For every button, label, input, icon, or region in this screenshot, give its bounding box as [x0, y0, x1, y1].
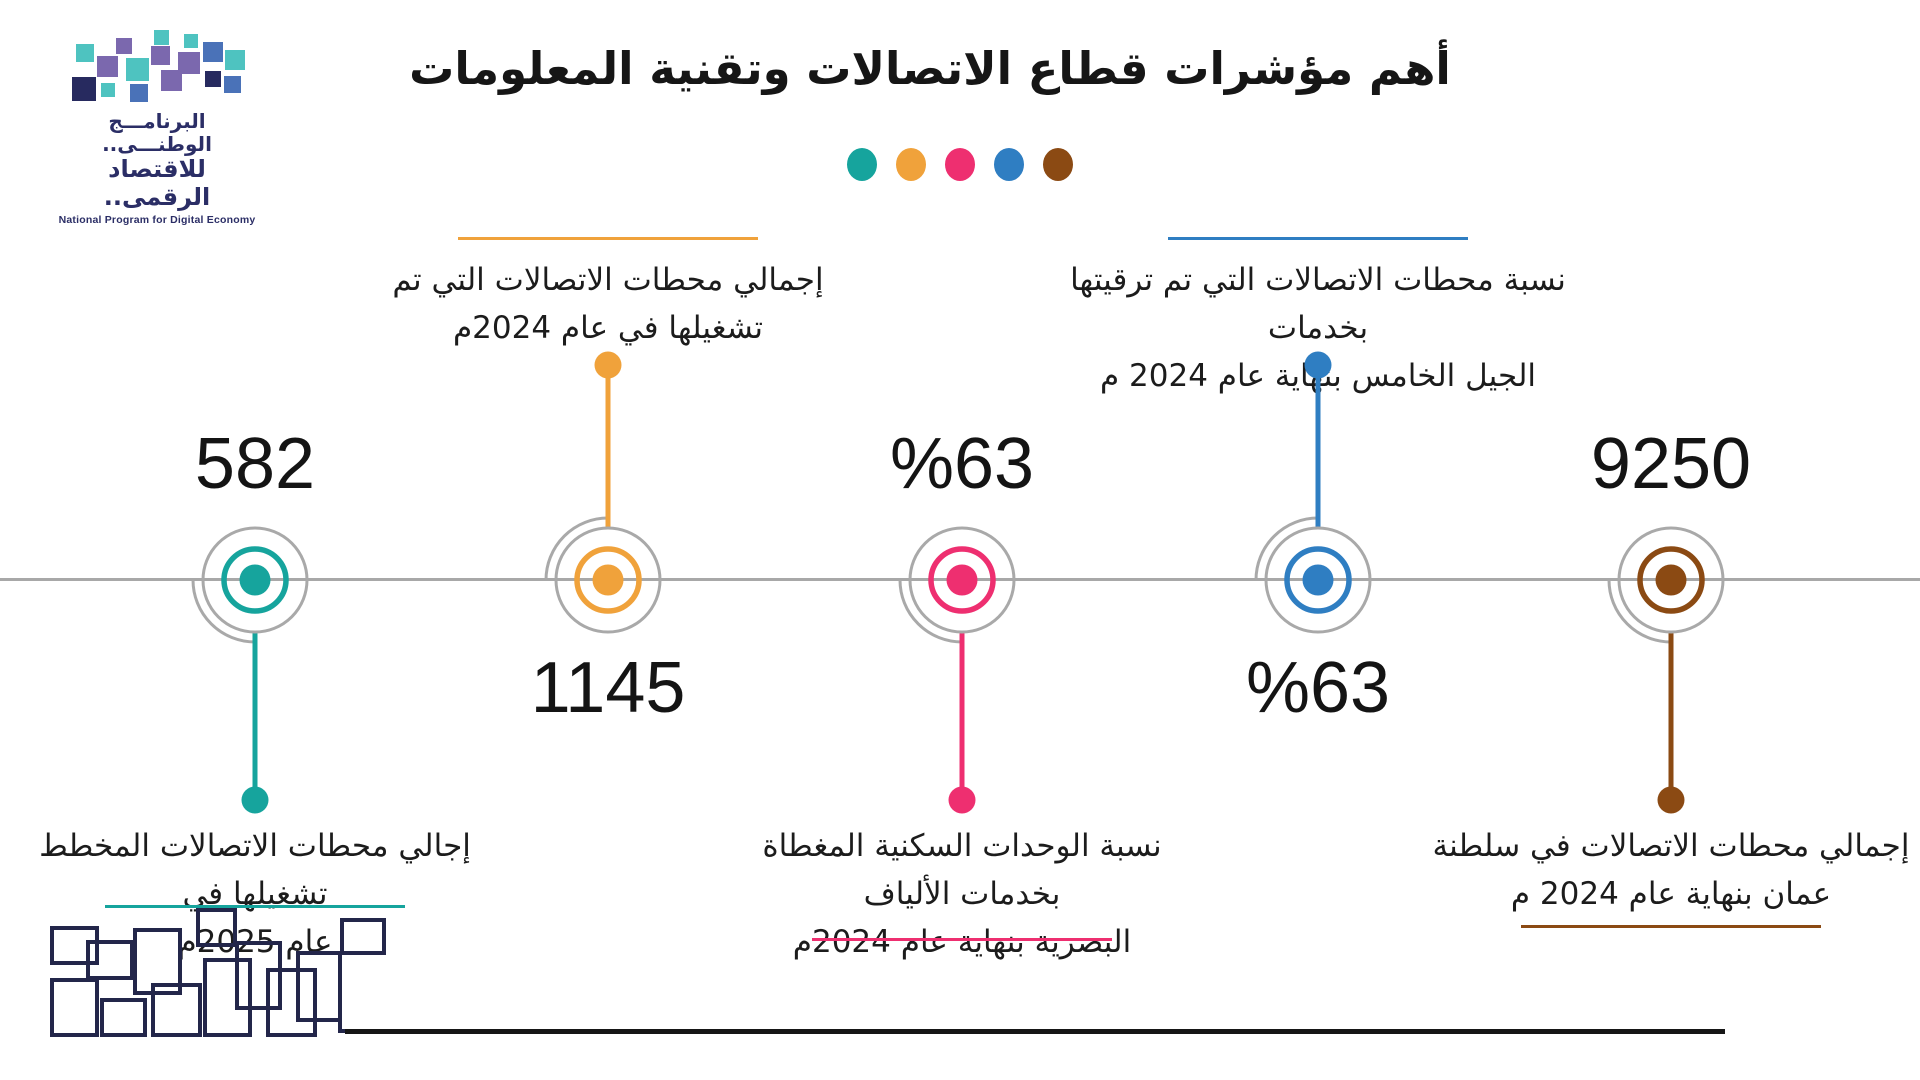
label-rule: [458, 237, 758, 240]
node-dot: [946, 564, 978, 596]
decorative-squares: [50, 908, 386, 1037]
logo-arabic-line1: البرنامـــج الوطنـــى..: [102, 109, 212, 156]
label-rule: [812, 938, 1112, 941]
legend-dot-brown: [1043, 148, 1073, 181]
node-ring: [574, 546, 642, 614]
indicator-group-operated-stations-2024: إجمالي محطات الاتصالات التي تم تشغيلها ف…: [392, 0, 824, 1080]
connector-dot: [241, 786, 269, 814]
indicator-value: %63: [1245, 648, 1391, 728]
legend-dot-pink: [945, 148, 975, 181]
indicator-value: 1145: [530, 648, 686, 728]
indicator-value: 582: [194, 424, 316, 504]
connector-dot: [594, 351, 622, 379]
node-dot: [1302, 564, 1334, 596]
indicator-group-fiber-coverage-2024: %63 نسبة الوحدات السكنية المغطاة بخدمات …: [762, 0, 1161, 1080]
logo: البرنامـــج الوطنـــى.. للاقتصاد الرقمى.…: [52, 30, 262, 226]
connector-dot: [948, 786, 976, 814]
indicator-value: %63: [889, 424, 1035, 504]
node-outer-circle: [908, 526, 1016, 634]
connector-dot: [1304, 351, 1332, 379]
node-ring: [928, 546, 996, 614]
node-dot: [1655, 564, 1687, 596]
legend-dot-orange: [896, 148, 926, 181]
node-dot: [239, 564, 271, 596]
legend-dots: [0, 148, 1920, 181]
indicator-label: إجمالي محطات الاتصالات في سلطنة عمان بنه…: [1432, 828, 1910, 912]
logo-english-line: National Program for Digital Economy: [58, 214, 256, 227]
node-outer-circle: [1264, 526, 1372, 634]
timeline-node-icon: [898, 516, 1026, 814]
node-dot: [592, 564, 624, 596]
indicator-label: إجمالي محطات الاتصالات التي تم تشغيلها ف…: [392, 262, 824, 346]
logo-arabic-line2: للاقتصاد الرقمى..: [103, 155, 211, 211]
indicator-group-5g-upgraded-2024: نسبة محطات الاتصالات التي تم ترقيتها بخد…: [1070, 0, 1566, 1080]
connector-dot: [1657, 786, 1685, 814]
timeline-node-icon: [1254, 351, 1382, 644]
page-title: أهم مؤشرات قطاع الاتصالات وتقنية المعلوم…: [409, 42, 1451, 95]
timeline-node-icon: [544, 351, 672, 644]
legend-dot-blue: [994, 148, 1024, 181]
label-rule: [1521, 925, 1821, 928]
node-ring: [221, 546, 289, 614]
timeline-node-icon: [1607, 516, 1735, 814]
timeline-node-icon: [191, 516, 319, 814]
legend-dot-teal: [847, 148, 877, 181]
node-ring: [1637, 546, 1705, 614]
indicator-value: 9250: [1590, 424, 1752, 504]
indicator-label: نسبة محطات الاتصالات التي تم ترقيتها بخد…: [1070, 262, 1566, 394]
bottom-rule: [345, 1029, 1725, 1034]
indicator-label: نسبة الوحدات السكنية المغطاة بخدمات الأل…: [762, 828, 1162, 960]
label-rule: [105, 905, 405, 908]
indicator-group-total-stations-2024: 9250 إجمالي محطات الاتصالات في سلطنة عما…: [1433, 0, 1909, 1080]
node-outer-circle: [201, 526, 309, 634]
node-outer-circle: [554, 526, 662, 634]
label-rule: [1168, 237, 1468, 240]
logo-mosaic-icon: [72, 30, 245, 102]
node-outer-circle: [1617, 526, 1725, 634]
node-ring: [1284, 546, 1352, 614]
